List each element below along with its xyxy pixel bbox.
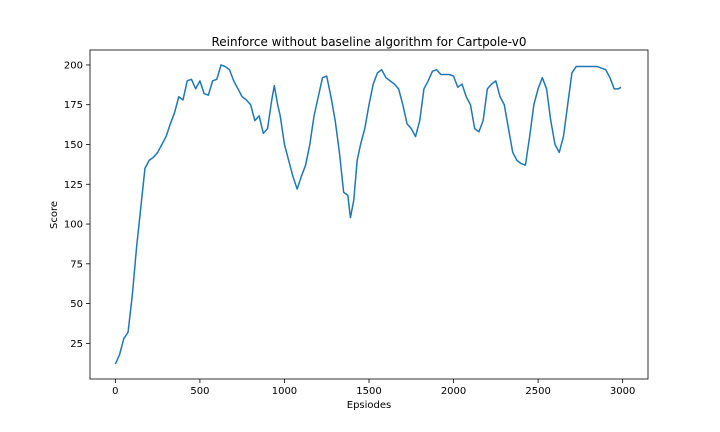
line-series — [114, 64, 622, 365]
y-tick-label: 50 — [70, 299, 83, 310]
y-tick-label: 150 — [64, 140, 83, 151]
y-tick-label: 25 — [70, 339, 83, 350]
x-tick-label: 1000 — [272, 386, 297, 397]
x-tick-label: 500 — [190, 386, 209, 397]
chart-title: Reinforce without baseline algorithm for… — [212, 35, 527, 49]
y-tick-label: 200 — [64, 60, 83, 71]
x-tick-label: 3000 — [610, 386, 635, 397]
y-tick-label: 175 — [64, 100, 83, 111]
y-tick-label: 100 — [64, 220, 83, 231]
x-tick-label: 0 — [112, 386, 118, 397]
y-tick-label: 125 — [64, 180, 83, 191]
x-tick-label: 2500 — [525, 386, 550, 397]
x-tick-label: 1500 — [356, 386, 381, 397]
x-tick-label: 2000 — [441, 386, 466, 397]
y-axis-label: Score — [49, 201, 60, 229]
y-tick-label: 75 — [70, 259, 83, 270]
x-axis-label: Epsiodes — [347, 400, 391, 411]
plot-frame — [89, 49, 649, 380]
